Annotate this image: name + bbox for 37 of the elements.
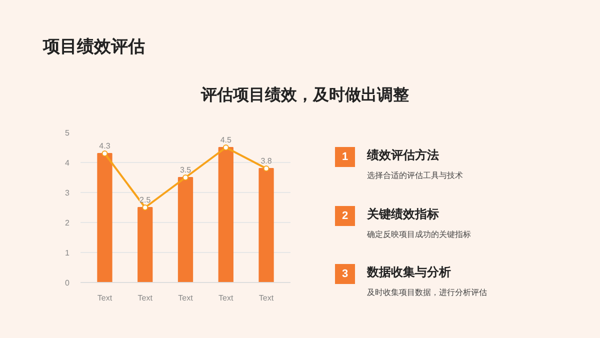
data-label: 3.8 [260, 156, 272, 166]
bar [218, 147, 234, 282]
point [263, 166, 270, 172]
bar [138, 207, 153, 282]
chart-subtitle: 评估项目绩效，及时做出调整 [200, 86, 410, 106]
y-tick-label: 0 [65, 278, 70, 288]
x-tick-label: Text [97, 294, 113, 302]
y-tick-label: 4 [65, 158, 70, 168]
y-tick-label: 3 [65, 188, 70, 198]
x-tick-label: Text [178, 294, 194, 302]
text: 2 [335, 206, 355, 226]
bar [258, 168, 274, 282]
data-label: 3.5 [180, 166, 192, 174]
data-label: 2.5 [140, 196, 152, 204]
data-label: 4.5 [220, 136, 232, 144]
chart-title: 项目绩效评估 [42, 36, 146, 58]
point [222, 144, 229, 150]
x-tick-label: Text [138, 294, 154, 302]
text: 1 [335, 147, 355, 167]
y-tick-label: 5 [65, 128, 70, 138]
bar [178, 177, 194, 282]
point [142, 204, 148, 210]
text: 确定反映项目成功的关键指标 [367, 228, 471, 240]
text: 及时收集项目数据，进行分析评估 [367, 287, 487, 299]
point [102, 150, 108, 156]
text: 数据收集与分析 [367, 264, 452, 282]
text: 绩效评估方法 [367, 147, 440, 164]
y-tick-label: 1 [65, 248, 70, 258]
text: 选择合适的评估工具与技术 [367, 170, 463, 182]
text: 3 [335, 264, 355, 284]
point [182, 174, 188, 180]
bar [97, 153, 112, 282]
x-tick-label: Text [258, 294, 274, 302]
x-tick-label: Text [218, 294, 234, 302]
data-label: 4.3 [99, 142, 111, 150]
y-tick-label: 2 [65, 218, 70, 228]
text: 关键绩效指标 [367, 206, 440, 223]
